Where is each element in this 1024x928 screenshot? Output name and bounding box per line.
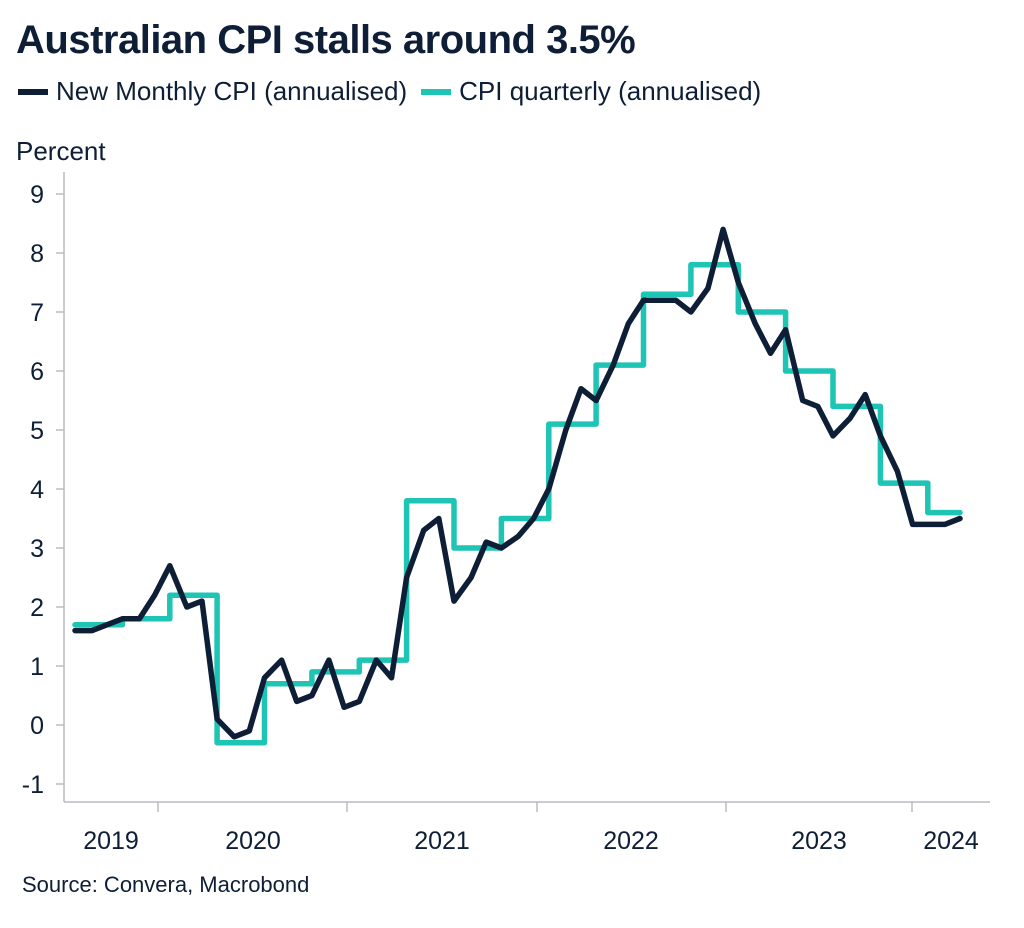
x-tick-label: 2019 xyxy=(83,827,139,855)
y-tick-label: 2 xyxy=(30,594,44,622)
y-tick-label: 3 xyxy=(30,535,44,563)
x-tick-label: 2020 xyxy=(225,827,281,855)
legend-swatch-monthly xyxy=(18,88,48,95)
series-line-monthly-cpi xyxy=(72,226,963,740)
legend: New Monthly CPI (annualised) CPI quarter… xyxy=(18,76,775,107)
x-tick-label: 2021 xyxy=(414,827,470,855)
series-group xyxy=(72,226,963,746)
y-tick-label: 1 xyxy=(30,653,44,681)
y-tick-label: -1 xyxy=(22,771,44,799)
y-tick-label: 7 xyxy=(30,299,44,327)
legend-item-monthly-cpi: New Monthly CPI (annualised) xyxy=(18,76,407,107)
legend-label-quarterly: CPI quarterly (annualised) xyxy=(459,76,762,106)
y-tick-label: 5 xyxy=(30,417,44,445)
legend-label-monthly: New Monthly CPI (annualised) xyxy=(56,76,408,106)
y-tick-label: 8 xyxy=(30,240,44,268)
chart-title: Australian CPI stalls around 3.5% xyxy=(16,18,636,62)
legend-item-quarterly-cpi: CPI quarterly (annualised) xyxy=(421,76,761,107)
legend-swatch-quarterly xyxy=(421,88,452,95)
series-line-quarterly-cpi xyxy=(72,262,963,746)
axes-group: -1 0 1 2 3 4 5 6 7 8 9 2019 2020 2021 2022 2023 2024 xyxy=(22,172,990,855)
source-note: Source: Convera, Macrobond xyxy=(22,872,310,897)
x-tick-label: 2022 xyxy=(603,827,659,855)
y-axis-label: Percent xyxy=(16,136,106,166)
y-tick-label: 6 xyxy=(30,358,44,386)
y-tick-label: 4 xyxy=(30,476,44,504)
y-tick-label: 0 xyxy=(30,712,44,740)
x-tick-label: 2024 xyxy=(923,827,979,855)
y-tick-label: 9 xyxy=(30,181,44,209)
x-tick-label: 2023 xyxy=(791,827,847,855)
